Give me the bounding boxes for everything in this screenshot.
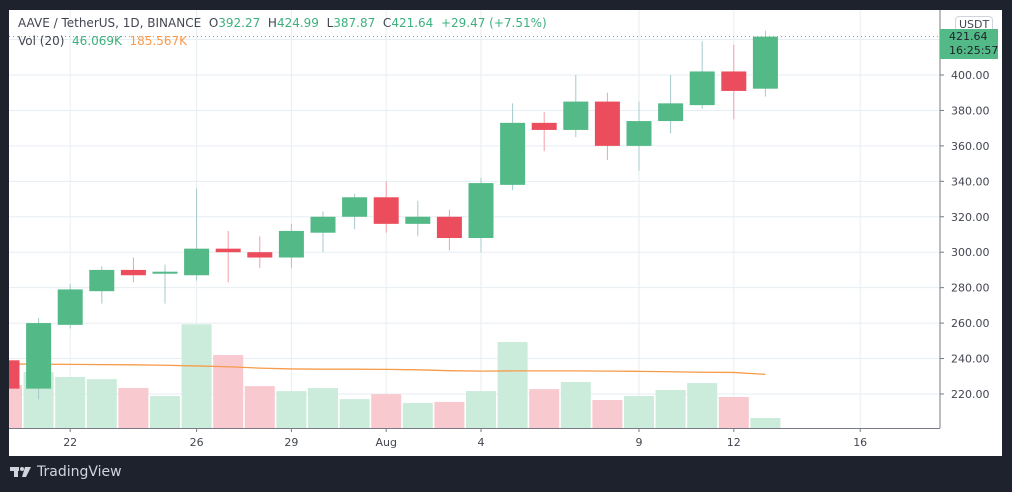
price-axis	[940, 10, 1002, 456]
chart-panel[interactable]: 220.00 240.00 260.00 280.00 300.00 320.00 340.…	[9, 10, 1002, 456]
candle-body	[120, 269, 146, 276]
volume-bar	[529, 389, 560, 428]
volume-bar	[434, 401, 465, 428]
volume-bar	[624, 396, 654, 428]
price-tick-label: 240.00	[951, 353, 990, 366]
volume-bar	[308, 388, 338, 428]
last-price: 421.64	[949, 30, 988, 43]
time-tick-label: Aug	[375, 436, 396, 449]
time-tick-label: 4	[478, 436, 485, 449]
low-label: L	[326, 16, 334, 30]
time-tick-label: 29	[284, 436, 298, 449]
candle-body	[658, 103, 684, 122]
candle-body	[563, 101, 589, 130]
volume-bar	[9, 385, 22, 428]
volume-bar	[181, 324, 212, 428]
open-value: 392.27	[218, 16, 261, 30]
volume-ma-line	[9, 363, 766, 376]
volume-label: Vol (20)	[18, 34, 65, 48]
symbol-title: AAVE / TetherUS, 1D, BINANCE	[18, 16, 202, 30]
volume-bar	[371, 394, 402, 428]
brand-name: TradingView	[37, 464, 122, 480]
volume-bar	[592, 399, 623, 428]
price-tick-label: 360.00	[951, 140, 990, 153]
candle-body	[752, 36, 778, 89]
candle-body	[689, 71, 715, 106]
volume-bar	[687, 383, 718, 428]
tradingview-logo-icon	[10, 467, 31, 477]
candle-body	[215, 248, 241, 253]
volume-ma-value: 185.567K	[129, 34, 188, 48]
volume-bar	[560, 381, 591, 428]
candle-body	[184, 248, 210, 276]
close-value: 421.64	[391, 16, 434, 30]
time-tick-label: 12	[727, 436, 741, 449]
candle-body	[594, 101, 620, 146]
volume-bar	[466, 391, 496, 428]
price-tick-label: 280.00	[951, 282, 990, 295]
volume-value: 46.069K	[72, 34, 122, 48]
tradingview-logo[interactable]: TradingView	[10, 464, 122, 480]
price-tick-label: 260.00	[951, 317, 990, 330]
candlestick-chart[interactable]: 220.00 240.00 260.00 280.00 300.00 320.00 340.…	[9, 10, 1002, 456]
volume-bar	[339, 399, 370, 428]
change-value: +29.47 (+7.51%)	[440, 16, 547, 30]
volume-bar	[276, 391, 307, 428]
volume-legend: Vol (20) 46.069K 185.567K	[18, 34, 187, 48]
time-tick-label: 16	[853, 436, 867, 449]
price-tick-label: 400.00	[951, 69, 990, 82]
candle-body	[342, 197, 368, 217]
time-axis	[9, 428, 1002, 456]
time-tick-label: 22	[63, 436, 77, 449]
candle-body	[310, 216, 336, 233]
candle-body	[405, 216, 431, 224]
volume-bar	[55, 376, 86, 428]
price-tick-label: 220.00	[951, 388, 990, 401]
volume-bar	[86, 379, 117, 428]
candle-body	[9, 360, 20, 389]
price-tick-label: 300.00	[951, 246, 990, 259]
last-price-label: 421.64 16:25:57	[940, 29, 998, 59]
ohlc-legend: AAVE / TetherUS, 1D, BINANCE O392.27 H42…	[18, 16, 547, 30]
candle-body	[89, 269, 115, 292]
price-tick-label: 340.00	[951, 175, 990, 188]
high-label: H	[267, 16, 277, 30]
volume-bar	[497, 342, 528, 428]
candle-body	[26, 323, 52, 389]
open-label: O	[208, 16, 219, 30]
candle-body	[373, 197, 399, 224]
high-value: 424.99	[276, 16, 319, 30]
low-value: 387.87	[333, 16, 376, 30]
volume-bar	[118, 388, 149, 428]
candle-body	[278, 230, 304, 258]
price-tick-label: 320.00	[951, 211, 990, 224]
volume-bar	[150, 396, 180, 428]
price-tick-label: 380.00	[951, 104, 990, 117]
close-label: C	[382, 16, 392, 30]
volume-bar	[402, 403, 433, 428]
time-tick-label: 9	[636, 436, 643, 449]
candle-body	[152, 271, 178, 274]
volume-bar	[750, 418, 781, 428]
volume-bar	[655, 390, 686, 428]
volume-bar	[718, 396, 749, 428]
bar-countdown: 16:25:57	[949, 44, 999, 57]
candle-body	[500, 122, 526, 185]
candle-body	[436, 216, 462, 239]
volume-bar	[244, 386, 275, 428]
candle-body	[626, 121, 652, 146]
candle-body	[468, 183, 494, 239]
time-tick-label: 26	[190, 436, 204, 449]
candle-body	[247, 252, 273, 258]
candle-body	[721, 71, 747, 91]
candle-body	[531, 122, 557, 130]
candle-body	[57, 289, 83, 325]
